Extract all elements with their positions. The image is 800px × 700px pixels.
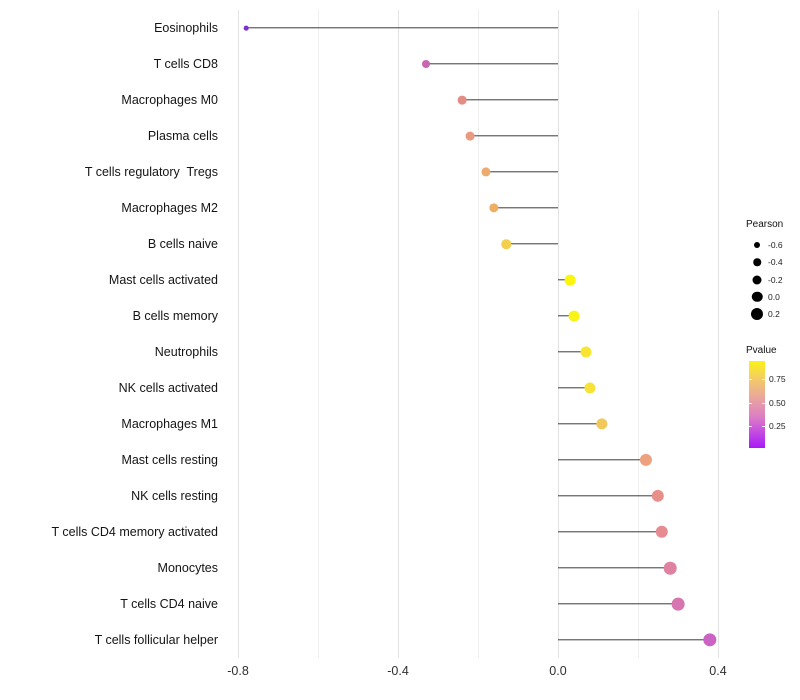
colorbar-tick <box>749 402 752 404</box>
colorbar-tick <box>762 402 765 404</box>
y-axis-label: Macrophages M1 <box>121 416 218 431</box>
lollipop-stem <box>494 207 558 209</box>
colorbar-tick-label: 0.50 <box>769 397 786 408</box>
x-axis-tick-label: -0.4 <box>387 664 409 678</box>
legend-size-label: 0.0 <box>768 291 780 302</box>
y-axis-label: T cells follicular helper <box>94 632 218 647</box>
lollipop-dot <box>501 239 511 249</box>
legend-size-label: -0.6 <box>768 239 783 250</box>
legend-size-dot <box>751 308 763 321</box>
lollipop-dot <box>481 167 491 177</box>
lollipop-dot <box>639 453 653 467</box>
color-legend-title: Pvalue <box>746 345 777 356</box>
gridline-minor <box>318 10 319 658</box>
lollipop-stem <box>426 63 558 65</box>
lollipop-stem <box>486 171 558 173</box>
lollipop-stem <box>558 387 590 389</box>
legend-size-dot <box>754 242 760 248</box>
y-axis-label: Macrophages M2 <box>121 200 218 215</box>
y-axis-label: NK cells activated <box>118 380 218 395</box>
lollipop-stem <box>558 459 646 461</box>
lollipop-stem <box>558 279 570 281</box>
x-axis-tick-label: 0.0 <box>549 664 567 678</box>
y-axis-label: Plasma cells <box>147 128 218 143</box>
gridline-minor <box>638 10 639 658</box>
lollipop-stem <box>558 603 678 605</box>
lollipop-dot <box>651 489 665 503</box>
y-axis-label: Eosinophils <box>154 20 218 35</box>
lollipop-dot <box>243 25 249 31</box>
lollipop-dot <box>596 418 608 430</box>
y-axis-label: B cells naive <box>147 236 218 251</box>
legend-size-label: 0.2 <box>768 308 780 319</box>
lollipop-dot <box>584 382 596 394</box>
lollipop-stem <box>462 99 558 101</box>
legend-size-dot <box>751 291 763 303</box>
gridline-major <box>558 10 559 658</box>
y-axis-label: B cells memory <box>132 308 218 323</box>
colorbar-tick-label: 0.75 <box>769 373 786 384</box>
lollipop-stem <box>558 567 670 569</box>
y-axis-label: T cells CD8 <box>153 56 218 71</box>
gridline-minor <box>478 10 479 658</box>
lollipop-stem <box>558 315 574 317</box>
lollipop-stem <box>558 639 710 641</box>
lollipop-dot <box>663 561 677 575</box>
gridline-major <box>398 10 399 658</box>
lollipop-stem <box>246 27 558 29</box>
colorbar-tick <box>762 378 765 380</box>
x-axis-tick-label: 0.4 <box>709 664 727 678</box>
lollipop-dot <box>465 131 475 141</box>
lollipop-stem <box>558 423 602 425</box>
gridline-major <box>718 10 719 658</box>
colorbar-tick-label: 0.25 <box>769 421 786 431</box>
lollipop-dot <box>671 597 685 611</box>
lollipop-stem <box>558 531 662 533</box>
legend-size-dot <box>753 258 761 267</box>
colorbar-tick <box>749 426 752 428</box>
lollipop-dot <box>457 95 467 105</box>
lollipop-stem <box>506 243 558 245</box>
lollipop-dot <box>568 310 580 322</box>
y-axis-label: Monocytes <box>157 560 218 575</box>
x-axis-tick-label: -0.8 <box>227 664 249 678</box>
legend-size-label: -0.2 <box>768 274 783 285</box>
gridline-major <box>238 10 239 658</box>
legend-size-dot <box>752 275 762 285</box>
colorbar-tick <box>762 426 765 428</box>
y-axis-label: Mast cells activated <box>108 272 218 287</box>
y-axis-label: NK cells resting <box>131 488 218 503</box>
pvalue-colorbar <box>749 361 765 448</box>
y-axis-label: Neutrophils <box>154 344 218 359</box>
lollipop-dot <box>580 346 592 358</box>
y-axis-label: Mast cells resting <box>121 452 218 467</box>
lollipop-dot <box>489 203 499 213</box>
lollipop-dot <box>421 59 431 69</box>
legend-size-label: -0.4 <box>768 257 783 268</box>
y-axis-label: T cells CD4 naive <box>120 596 218 611</box>
lollipop-stem <box>470 135 558 137</box>
lollipop-dot <box>655 525 669 539</box>
colorbar-tick <box>749 378 752 380</box>
y-axis-label: T cells regulatory Tregs <box>84 164 218 179</box>
lollipop-stem <box>558 495 658 497</box>
lollipop-dot <box>564 274 576 286</box>
lollipop-stem <box>558 351 586 353</box>
size-legend-title: Pearson <box>746 219 784 230</box>
lollipop-dot <box>703 633 717 647</box>
y-axis-label: T cells CD4 memory activated <box>51 524 219 539</box>
y-axis-label: Macrophages M0 <box>121 92 218 107</box>
